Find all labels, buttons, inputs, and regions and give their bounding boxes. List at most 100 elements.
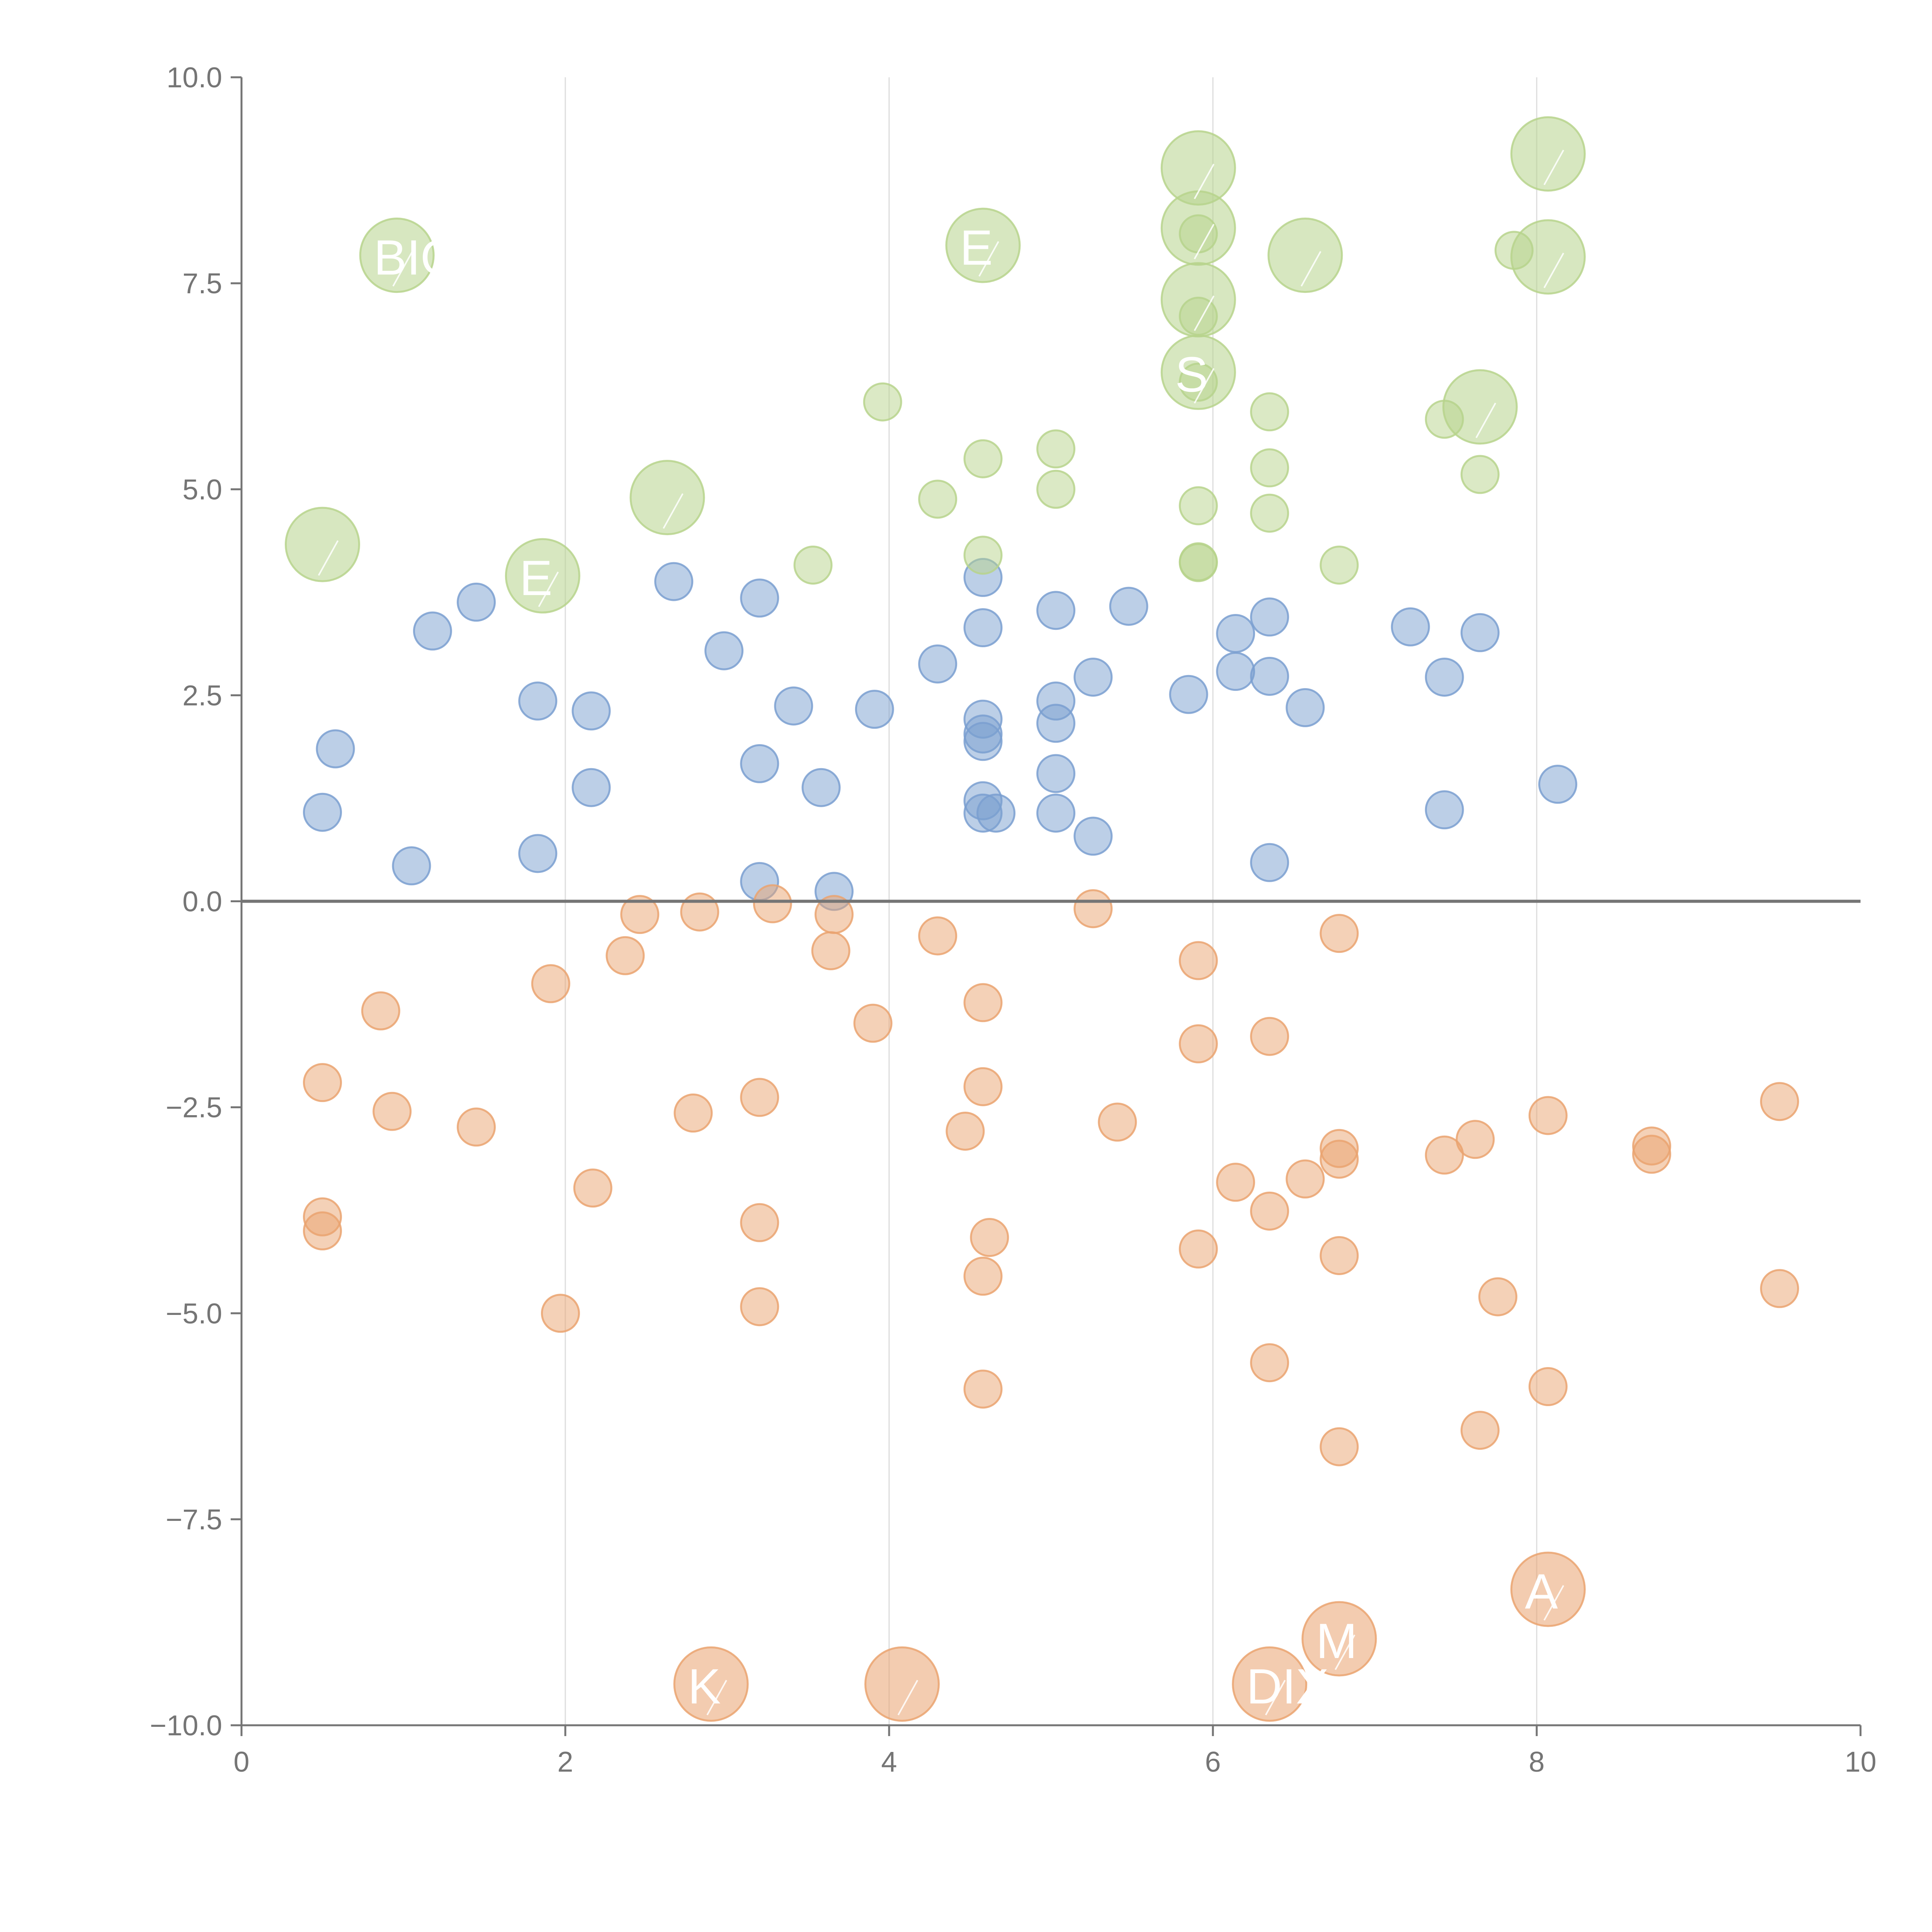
x-tick-label: 2 bbox=[557, 1746, 573, 1778]
y-tick-label: −2.5 bbox=[166, 1092, 222, 1124]
bubble-leader-line bbox=[538, 571, 559, 607]
data-point-negative bbox=[963, 1257, 1003, 1296]
data-point-positive bbox=[1169, 675, 1208, 714]
data-point-negative bbox=[963, 1369, 1003, 1409]
large-bubble bbox=[1160, 334, 1236, 410]
bubble-label: K bbox=[688, 1659, 721, 1714]
data-point-negative bbox=[1216, 1163, 1255, 1202]
data-point-positive bbox=[740, 578, 779, 618]
data-point-positive bbox=[1286, 688, 1325, 727]
y-tick-label: 0.0 bbox=[182, 886, 222, 918]
data-point-negative bbox=[361, 991, 400, 1031]
data-point-positive bbox=[316, 729, 355, 769]
data-point-highlighted bbox=[1460, 455, 1500, 494]
data-point-highlighted bbox=[1320, 545, 1359, 585]
data-point-positive bbox=[413, 611, 452, 651]
large-bubble bbox=[629, 460, 705, 536]
data-point-positive bbox=[1073, 816, 1113, 856]
data-point-positive bbox=[1425, 657, 1464, 697]
bubble-leader-line bbox=[318, 540, 339, 576]
data-point-positive bbox=[1073, 657, 1113, 697]
data-point-negative bbox=[1425, 1135, 1464, 1175]
data-point-positive bbox=[571, 691, 611, 731]
large-bubble bbox=[1301, 1601, 1377, 1677]
data-point-positive bbox=[457, 582, 496, 622]
bubble-leader-line bbox=[1543, 1585, 1565, 1621]
bubble-label: A bbox=[1525, 1564, 1558, 1619]
data-point-highlighted bbox=[1179, 543, 1218, 582]
bubble-leader-line bbox=[706, 1680, 727, 1716]
y-tick-label: 2.5 bbox=[182, 679, 222, 711]
data-point-negative bbox=[1632, 1134, 1671, 1174]
data-point-negative bbox=[605, 936, 645, 975]
data-point-negative bbox=[1286, 1159, 1325, 1199]
bubble-label: E bbox=[960, 220, 993, 276]
data-point-highlighted bbox=[1179, 486, 1218, 526]
data-point-positive bbox=[1250, 597, 1289, 637]
x-tick-label: 0 bbox=[233, 1746, 249, 1778]
large-bubble bbox=[1232, 1646, 1308, 1722]
large-bubble bbox=[1160, 262, 1236, 338]
large-bubble bbox=[359, 218, 435, 293]
data-point-positive bbox=[303, 793, 342, 832]
data-point-negative bbox=[918, 916, 957, 956]
data-point-positive bbox=[976, 793, 1016, 833]
data-points bbox=[303, 214, 1799, 1466]
large-bubble bbox=[864, 1646, 940, 1722]
bubble-label: M bbox=[1316, 1614, 1357, 1669]
data-point-negative bbox=[1528, 1367, 1568, 1406]
data-point-negative bbox=[853, 1003, 893, 1043]
data-point-negative bbox=[740, 1287, 779, 1327]
data-point-positive bbox=[1036, 591, 1076, 630]
data-point-negative bbox=[963, 983, 1003, 1022]
data-point-positive bbox=[1036, 793, 1076, 833]
data-point-negative bbox=[753, 884, 792, 923]
x-tick-label: 8 bbox=[1529, 1746, 1544, 1778]
data-point-highlighted bbox=[793, 545, 833, 585]
large-bubble bbox=[1510, 1551, 1586, 1627]
data-point-negative bbox=[1179, 1024, 1218, 1063]
data-point-positive bbox=[963, 608, 1003, 648]
bubble-label: S bbox=[1175, 347, 1208, 402]
bubble-leader-line bbox=[1543, 252, 1565, 288]
data-point-negative bbox=[457, 1107, 496, 1147]
data-point-positive bbox=[740, 744, 779, 783]
y-tick-label: 5.0 bbox=[182, 473, 222, 505]
large-bubble bbox=[1267, 218, 1343, 293]
data-point-positive bbox=[654, 562, 694, 601]
bubble-label: E bbox=[519, 551, 552, 606]
large-bubbles bbox=[285, 116, 1586, 1722]
bubble-leader-line bbox=[1194, 224, 1215, 260]
x-tick-label: 10 bbox=[1845, 1746, 1876, 1778]
data-point-negative bbox=[1478, 1277, 1517, 1316]
bubble-leader-line bbox=[1301, 251, 1321, 287]
large-bubble bbox=[945, 207, 1021, 283]
bubble-leader-line bbox=[1335, 1634, 1355, 1670]
data-point-positive bbox=[1391, 607, 1430, 646]
data-point-highlighted bbox=[918, 480, 957, 519]
data-point-highlighted bbox=[963, 536, 1003, 575]
bubble-leader-line bbox=[1194, 163, 1215, 199]
data-point-negative bbox=[1098, 1102, 1137, 1142]
data-point-negative bbox=[811, 931, 850, 970]
data-point-highlighted bbox=[1250, 493, 1289, 533]
data-point-negative bbox=[573, 1168, 612, 1208]
x-tick-label: 4 bbox=[881, 1746, 897, 1778]
data-point-negative bbox=[740, 1078, 779, 1117]
y-tick-label: −5.0 bbox=[166, 1298, 222, 1330]
data-point-negative bbox=[1320, 1427, 1359, 1466]
data-point-negative bbox=[531, 964, 570, 1003]
bubble-leader-line bbox=[978, 241, 999, 277]
data-point-highlighted bbox=[1250, 448, 1289, 488]
data-point-negative bbox=[1460, 1411, 1500, 1450]
data-point-negative bbox=[1320, 1139, 1359, 1179]
data-point-negative bbox=[620, 895, 660, 934]
data-point-highlighted bbox=[863, 382, 902, 422]
data-point-negative bbox=[1179, 941, 1218, 980]
large-bubble bbox=[285, 507, 360, 582]
data-point-negative bbox=[303, 1063, 342, 1102]
large-bubble bbox=[505, 538, 580, 614]
data-point-highlighted bbox=[1250, 392, 1289, 432]
data-point-negative bbox=[970, 1218, 1009, 1257]
